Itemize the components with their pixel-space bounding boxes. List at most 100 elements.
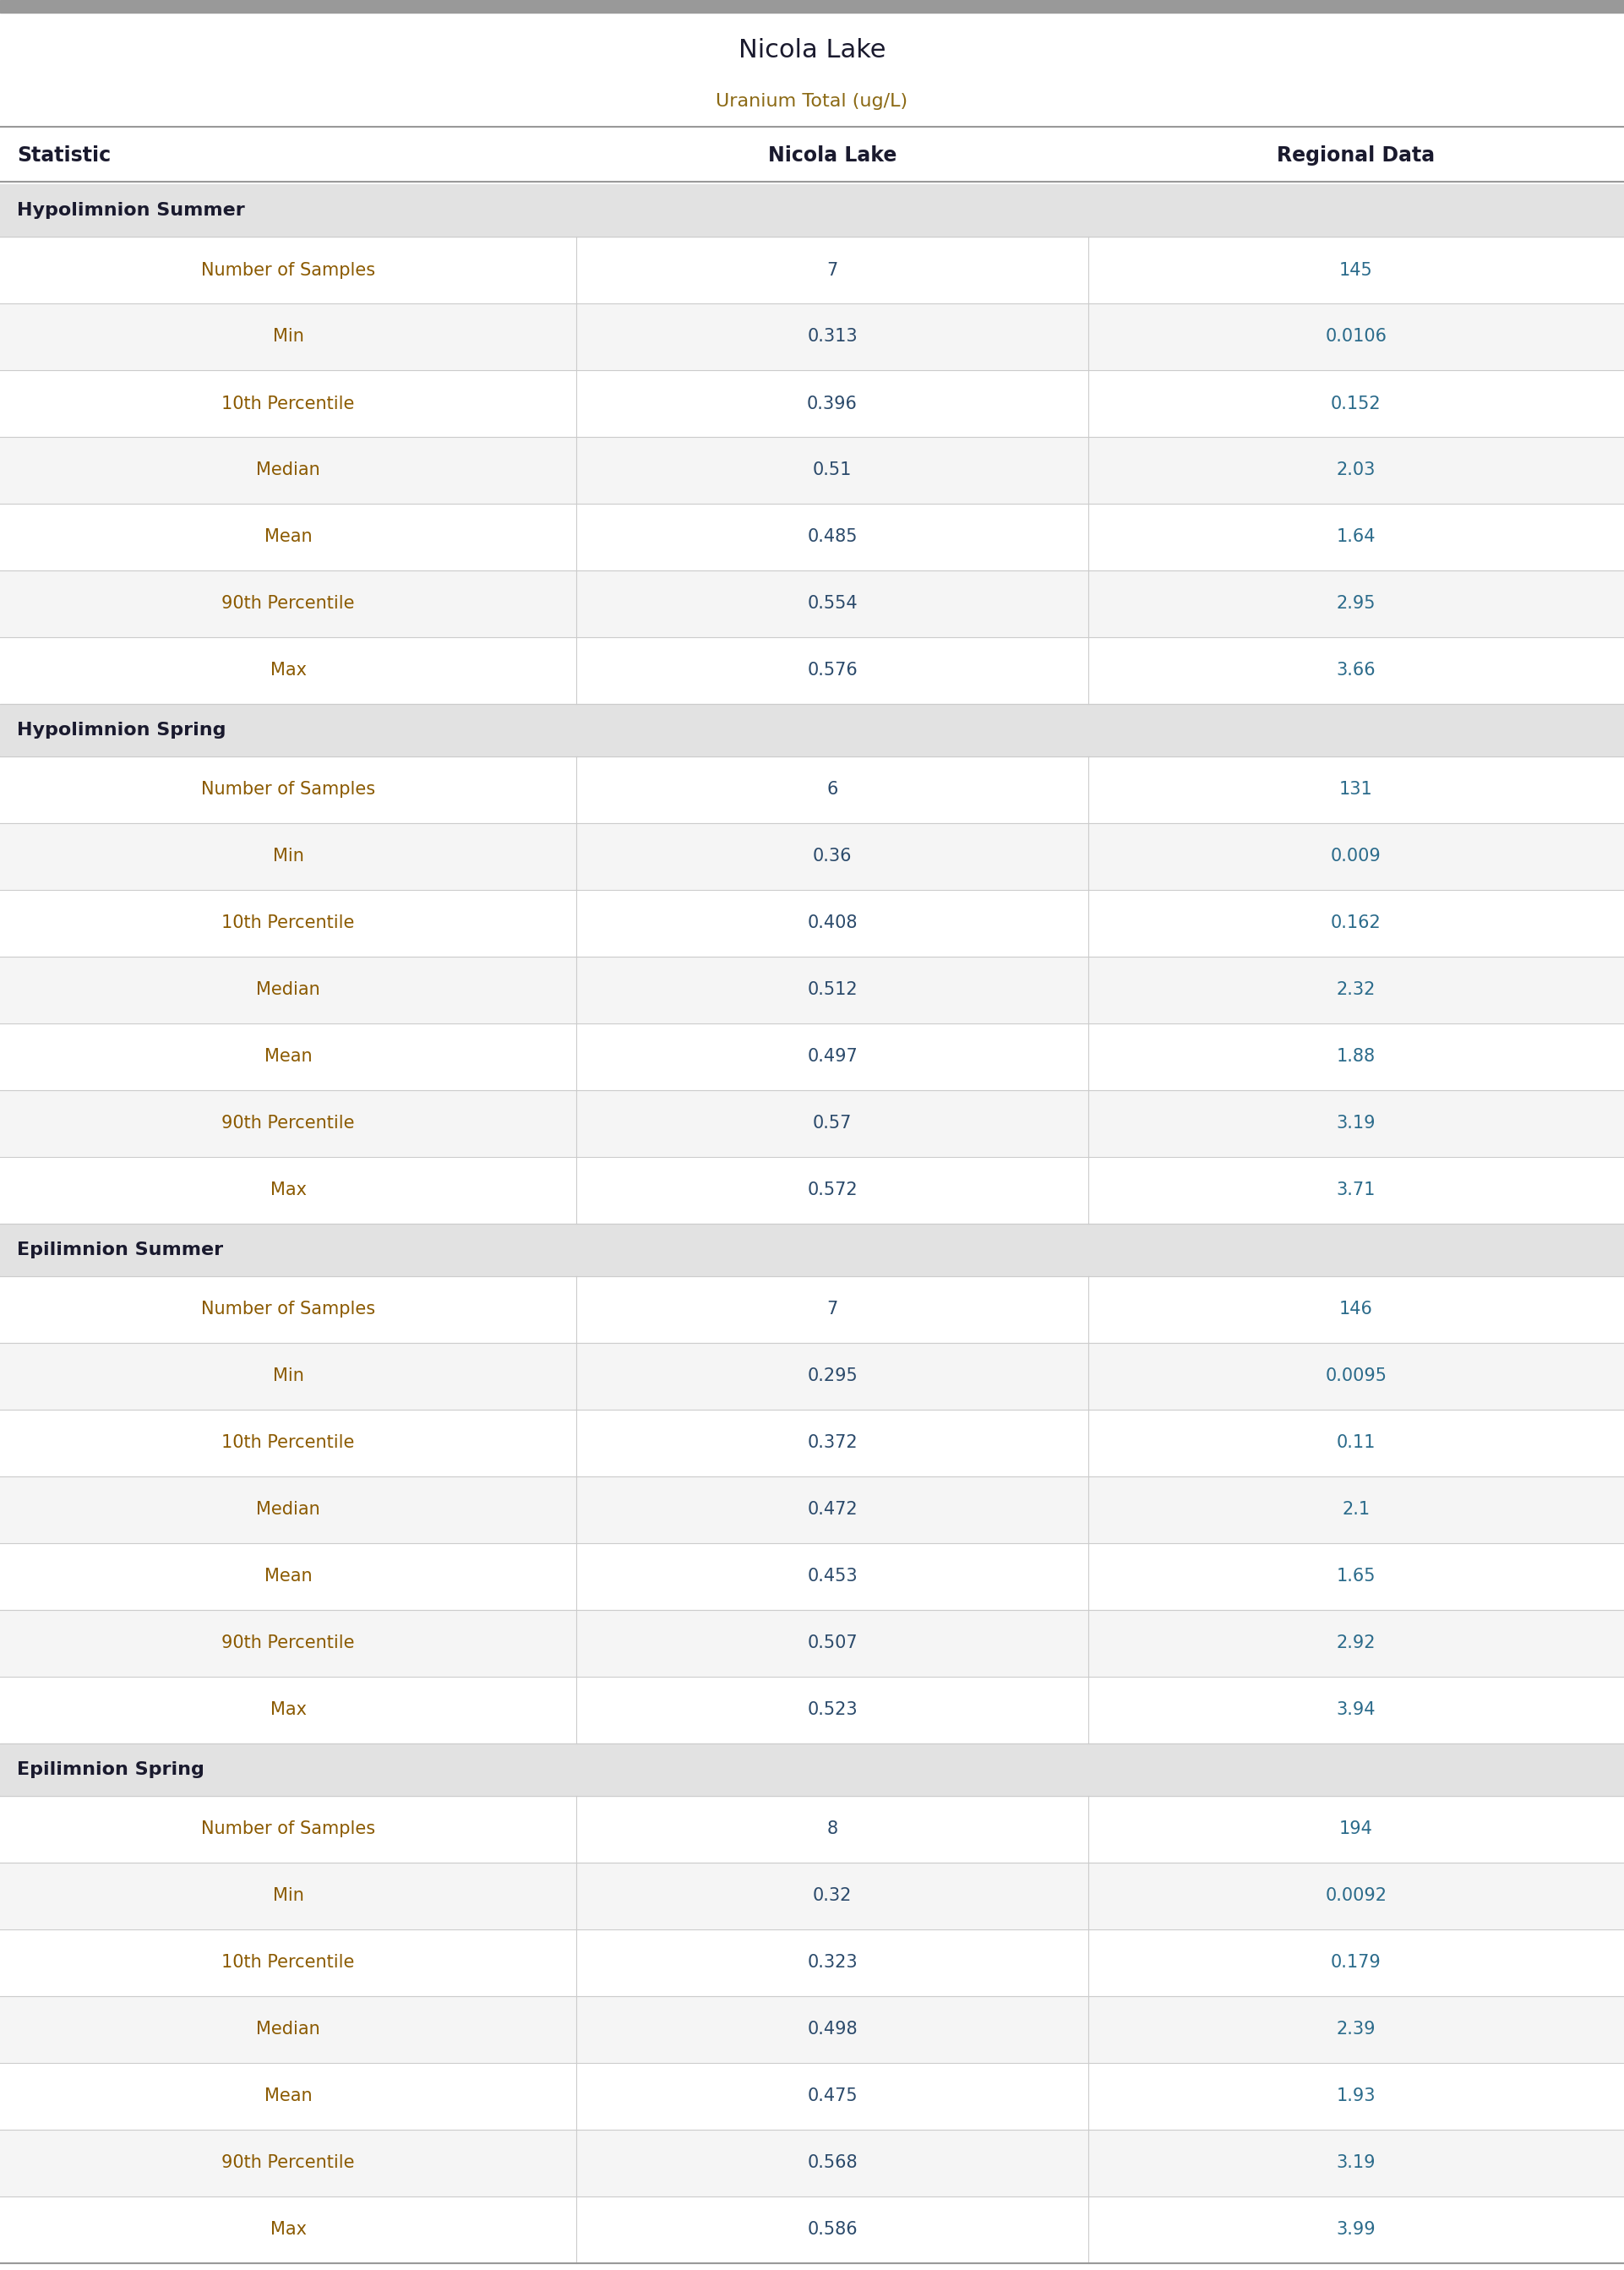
Text: 0.162: 0.162 [1330,915,1382,931]
Text: Min: Min [273,1369,304,1385]
Text: Mean: Mean [265,529,312,545]
Bar [0,756,1624,824]
Text: 0.507: 0.507 [807,1634,857,1653]
Bar [0,956,1624,1024]
Text: 8: 8 [827,1821,838,1839]
Text: 10th Percentile: 10th Percentile [222,1435,354,1451]
Text: 0.57: 0.57 [812,1115,853,1133]
Bar [0,890,1624,956]
Bar [0,1410,1624,1476]
Text: Number of Samples: Number of Samples [201,261,375,279]
Text: Mean: Mean [265,2088,312,2104]
Text: Number of Samples: Number of Samples [201,1821,375,1839]
Text: 10th Percentile: 10th Percentile [222,395,354,411]
Text: Number of Samples: Number of Samples [201,781,375,799]
Bar [0,1864,1624,1930]
Text: 0.0095: 0.0095 [1325,1369,1387,1385]
Bar [0,1678,1624,1743]
Bar [0,504,1624,570]
Text: Nicola Lake: Nicola Lake [768,145,896,166]
Text: Max: Max [270,663,307,679]
Text: Hypolimnion Summer: Hypolimnion Summer [16,202,245,218]
Text: 0.295: 0.295 [807,1369,857,1385]
Bar [0,570,1624,638]
Text: 0.11: 0.11 [1337,1435,1376,1451]
Bar [0,370,1624,436]
Text: 90th Percentile: 90th Percentile [222,1115,354,1133]
Text: Hypolimnion Spring: Hypolimnion Spring [16,722,226,738]
Text: 0.152: 0.152 [1330,395,1382,411]
Bar [0,1995,1624,2063]
Text: 0.512: 0.512 [807,981,857,999]
Text: 0.32: 0.32 [812,1889,853,1905]
Bar [0,1224,1624,1276]
Text: 1.65: 1.65 [1337,1569,1376,1584]
Text: Epilimnion Spring: Epilimnion Spring [16,1762,205,1777]
Text: 10th Percentile: 10th Percentile [222,1954,354,1970]
Text: 7: 7 [827,261,838,279]
Text: Epilimnion Summer: Epilimnion Summer [16,1242,222,1258]
Text: 0.313: 0.313 [807,329,857,345]
Bar [0,2063,1624,2129]
Text: 6: 6 [827,781,838,799]
Text: 3.66: 3.66 [1337,663,1376,679]
Text: 0.498: 0.498 [807,2020,857,2038]
Text: Mean: Mean [265,1049,312,1065]
Text: 3.71: 3.71 [1337,1183,1376,1199]
Text: 3.19: 3.19 [1337,2154,1376,2172]
Text: Median: Median [257,981,320,999]
Text: 0.323: 0.323 [807,1954,857,1970]
Bar [0,704,1624,756]
Text: 3.94: 3.94 [1337,1702,1376,1718]
Text: 0.396: 0.396 [807,395,857,411]
Bar [0,1090,1624,1158]
Bar [0,236,1624,304]
Text: 0.554: 0.554 [807,595,857,613]
Bar [0,1796,1624,1864]
Text: 2.95: 2.95 [1337,595,1376,613]
Text: Uranium Total (ug/L): Uranium Total (ug/L) [716,93,908,109]
Bar [0,1743,1624,1796]
Text: 1.64: 1.64 [1337,529,1376,545]
Text: Max: Max [270,2222,307,2238]
Bar [0,2129,1624,2197]
Text: 2.03: 2.03 [1337,461,1376,479]
Text: 0.576: 0.576 [807,663,857,679]
Text: 0.0106: 0.0106 [1325,329,1387,345]
Bar [0,824,1624,890]
Text: Nicola Lake: Nicola Lake [739,39,885,64]
Bar [0,1344,1624,1410]
Text: 194: 194 [1340,1821,1372,1839]
Text: 1.88: 1.88 [1337,1049,1376,1065]
Text: 2.39: 2.39 [1337,2020,1376,2038]
Text: 0.485: 0.485 [807,529,857,545]
Bar [0,436,1624,504]
Text: Min: Min [273,329,304,345]
Text: 10th Percentile: 10th Percentile [222,915,354,931]
Text: Max: Max [270,1702,307,1718]
Bar [0,1930,1624,1995]
Text: 3.99: 3.99 [1337,2222,1376,2238]
Text: 0.372: 0.372 [807,1435,857,1451]
Text: Regional Data: Regional Data [1276,145,1436,166]
Text: 0.408: 0.408 [807,915,857,931]
Text: 3.19: 3.19 [1337,1115,1376,1133]
Text: 90th Percentile: 90th Percentile [222,595,354,613]
Text: 2.32: 2.32 [1337,981,1376,999]
Text: 0.453: 0.453 [807,1569,857,1584]
Text: Min: Min [273,849,304,865]
Text: Mean: Mean [265,1569,312,1584]
Bar [0,129,1624,182]
Bar [0,1609,1624,1678]
Text: 0.472: 0.472 [807,1500,857,1519]
Bar [0,304,1624,370]
Text: 0.475: 0.475 [807,2088,857,2104]
Text: 0.572: 0.572 [807,1183,857,1199]
Text: Median: Median [257,2020,320,2038]
Text: 145: 145 [1340,261,1372,279]
Text: 2.92: 2.92 [1337,1634,1376,1653]
Text: Min: Min [273,1889,304,1905]
Text: 0.179: 0.179 [1330,1954,1382,1970]
Bar [0,1024,1624,1090]
Text: Max: Max [270,1183,307,1199]
